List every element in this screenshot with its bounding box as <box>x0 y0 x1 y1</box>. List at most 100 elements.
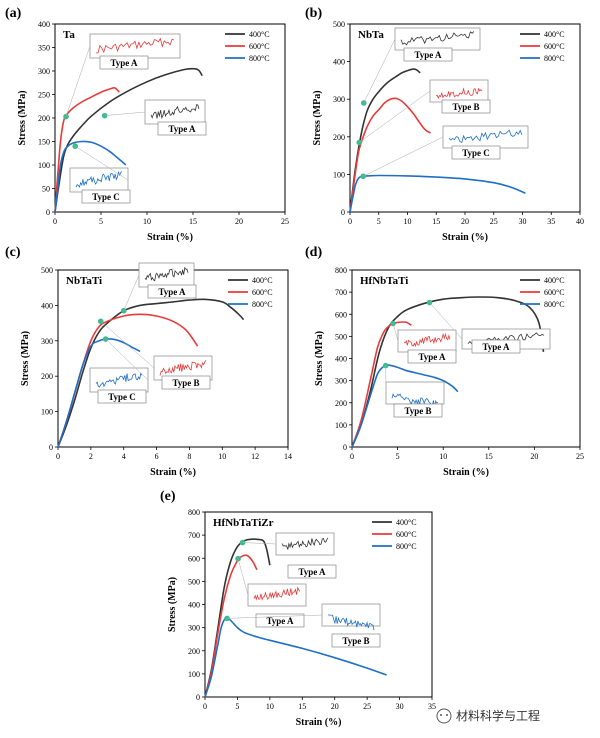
inset-leader <box>363 38 396 104</box>
y-tick-label: 200 <box>333 133 345 142</box>
annotation-box <box>99 55 149 70</box>
annotation-box <box>147 284 197 299</box>
y-axis-label: Stress (MPa) <box>17 90 28 145</box>
transition-marker <box>101 112 108 119</box>
legend-label: 400°C <box>544 276 565 285</box>
x-tick-label: 0 <box>203 702 207 711</box>
inset-leader <box>227 614 323 619</box>
annotation-label: Type A <box>158 287 186 297</box>
y-tick-label: 200 <box>335 399 347 408</box>
x-tick-label: 10 <box>266 702 274 711</box>
annotation-label: Type B <box>452 102 479 112</box>
wechat-icon <box>436 708 452 724</box>
inset-leader <box>65 45 91 117</box>
x-axis-label: Strain (%) <box>147 232 193 243</box>
chart-panel-hfnbtati: (d) HfNbTaTi 0 5 10 15 20 25 0 100 200 300 400 500 600… <box>305 245 584 478</box>
annotation-label: Type C <box>462 148 490 158</box>
x-tick-label: 10 <box>404 217 412 226</box>
x-tick-label: 20 <box>331 702 339 711</box>
legend-label: 800°C <box>396 542 417 551</box>
watermark-text: 材料科学与工程 <box>456 708 540 723</box>
inset-curve <box>95 372 143 388</box>
inset-box <box>394 27 481 51</box>
annotation-box <box>331 633 381 648</box>
inset-curve <box>327 614 375 631</box>
inset-box <box>89 33 181 59</box>
x-tick-label: 5 <box>99 217 103 226</box>
series-line-800c <box>351 364 459 448</box>
inset-leader <box>429 302 463 340</box>
y-tick-label: 150 <box>38 138 50 147</box>
y-tick-label: 200 <box>38 114 50 123</box>
annotation-box <box>393 403 443 418</box>
inset-leader <box>242 542 277 545</box>
inset-leader <box>123 274 140 311</box>
y-tick-label: 500 <box>333 20 345 29</box>
y-tick-label: 300 <box>41 337 53 346</box>
series-line-400c <box>54 67 203 213</box>
y-tick-label: 500 <box>188 577 200 586</box>
chart-panel-nbtati: (c) NbTaTi 0 2 4 6 8 10 12 14 0 100 200 300 400 500 Stra… <box>5 245 292 478</box>
inset-leader <box>105 338 149 381</box>
inset-leader <box>392 323 399 342</box>
panel-title: HfNbTaTi <box>360 275 408 287</box>
x-tick-label: 0 <box>56 452 60 461</box>
inset-box <box>144 99 206 125</box>
annotation-box <box>255 613 305 628</box>
inset-box <box>138 262 195 288</box>
y-tick-label: 100 <box>188 670 200 679</box>
x-tick-label: 14 <box>284 452 292 461</box>
inset-curve <box>281 537 329 550</box>
x-tick-label: 8 <box>187 452 191 461</box>
x-tick-label: 12 <box>251 452 259 461</box>
inset-leader <box>104 111 146 116</box>
y-tick-label: 700 <box>188 531 200 540</box>
panel-label: (e) <box>160 489 176 504</box>
x-tick-label: 5 <box>235 702 239 711</box>
annotation-label: Type A <box>298 567 326 577</box>
panel-label: (d) <box>305 245 322 260</box>
panel-label: (a) <box>5 6 22 21</box>
panel-title: HfNbTaTiZr <box>213 517 274 529</box>
annotation-box <box>403 47 453 62</box>
series-line-600c <box>204 554 258 698</box>
series-line-600c <box>54 86 120 213</box>
y-tick-label: 400 <box>38 20 50 29</box>
y-tick-label: 800 <box>335 266 347 275</box>
inset-box <box>429 79 489 103</box>
legend-label: 600°C <box>544 42 565 51</box>
x-tick-label: 25 <box>363 702 371 711</box>
annotation-label: Type A <box>266 616 294 626</box>
legend-label: 800°C <box>544 300 565 309</box>
x-axis-label: Strain (%) <box>150 467 196 478</box>
inset-curve <box>448 129 523 143</box>
y-tick-label: 0 <box>46 208 50 217</box>
inset-leader <box>363 136 444 177</box>
y-tick-label: 0 <box>341 208 345 217</box>
annotation-box <box>407 349 457 364</box>
x-tick-label: 25 <box>281 217 289 226</box>
x-tick-label: 10 <box>439 452 447 461</box>
y-axis-label: Stress (MPa) <box>312 90 323 145</box>
wechat-icon-dot <box>440 714 442 716</box>
inset-curve <box>253 586 301 601</box>
inset-leader <box>100 321 155 369</box>
wechat-icon-dot <box>446 714 448 716</box>
legend-label: 800°C <box>249 54 270 63</box>
series-line-800c <box>54 140 127 213</box>
y-tick-label: 250 <box>38 91 50 100</box>
y-tick-label: 300 <box>335 377 347 386</box>
annotation-box <box>287 564 337 579</box>
y-tick-label: 350 <box>38 44 50 53</box>
chart-panel-ta: (a)Ta0 5 10 15 20 25050100150200250300350400S… <box>5 6 289 243</box>
watermark: 材料科学与工程 <box>436 708 540 724</box>
series-line-600c <box>351 321 412 448</box>
series-line-800c <box>204 617 387 698</box>
inset-box <box>385 381 445 405</box>
transition-marker <box>120 307 127 314</box>
legend-label: 600°C <box>252 288 273 297</box>
annotation-box <box>81 189 131 204</box>
chart-panel-hfnbtatizr: (e) HfNbTaTiZr 0 5 10 15 20 25 30 35 0 100 200 300 400… <box>160 489 436 728</box>
y-tick-label: 600 <box>188 554 200 563</box>
series-line-600c <box>349 97 431 213</box>
